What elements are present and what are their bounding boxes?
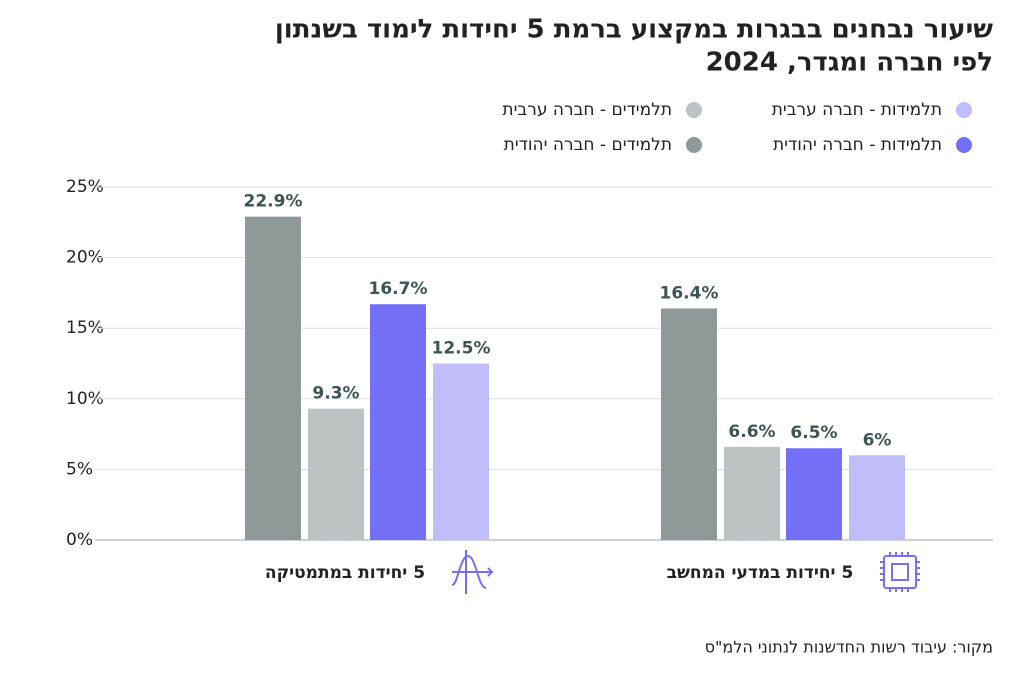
bar xyxy=(245,216,301,541)
y-tick-label: 20% xyxy=(66,248,104,268)
legend-label: תלמידים - חברה יהודית xyxy=(504,135,672,155)
value-label: 6.5% xyxy=(790,423,837,443)
bar xyxy=(786,448,842,540)
value-label: 9.3% xyxy=(312,384,359,404)
y-tick-label: 10% xyxy=(66,389,104,409)
bar xyxy=(724,446,780,540)
bar xyxy=(308,408,364,540)
x-tick-label: 5 יחידות במתמטיקה xyxy=(265,563,425,583)
chart-title: לפי חברה ומגדר, 2024 xyxy=(706,48,993,78)
legend-swatch xyxy=(686,137,702,153)
legend-swatch xyxy=(956,102,972,118)
chart-title: שיעור נבחנים בבגרות במקצוע ברמת 5 יחידות… xyxy=(275,15,993,45)
legend-label: תלמידות - חברה יהודית xyxy=(773,135,942,155)
source-note: מקור: עיבוד רשות החדשנות לנתוני הלמ"ס xyxy=(705,638,993,657)
y-tick-label: 0% xyxy=(66,530,93,550)
y-tick-label: 15% xyxy=(66,318,104,338)
y-tick-label: 5% xyxy=(66,459,93,479)
value-label: 16.4% xyxy=(660,283,719,303)
legend-swatch xyxy=(956,137,972,153)
y-tick-label: 25% xyxy=(66,177,104,197)
x-tick-label: 5 יחידות במדעי המחשב xyxy=(667,563,854,583)
legend-label: תלמידים - חברה ערבית xyxy=(502,100,672,120)
value-label: 12.5% xyxy=(432,339,491,359)
chip-icon xyxy=(880,552,920,592)
value-label: 22.9% xyxy=(244,192,303,212)
legend-swatch xyxy=(686,102,702,118)
bar xyxy=(849,455,905,540)
bar xyxy=(433,363,489,540)
legend-label: תלמידות - חברה ערבית xyxy=(772,100,942,120)
value-label: 16.7% xyxy=(369,279,428,299)
bar xyxy=(661,308,717,540)
bar xyxy=(370,304,426,540)
math-icon xyxy=(451,550,494,594)
value-label: 6% xyxy=(863,430,892,450)
value-label: 6.6% xyxy=(728,422,775,442)
